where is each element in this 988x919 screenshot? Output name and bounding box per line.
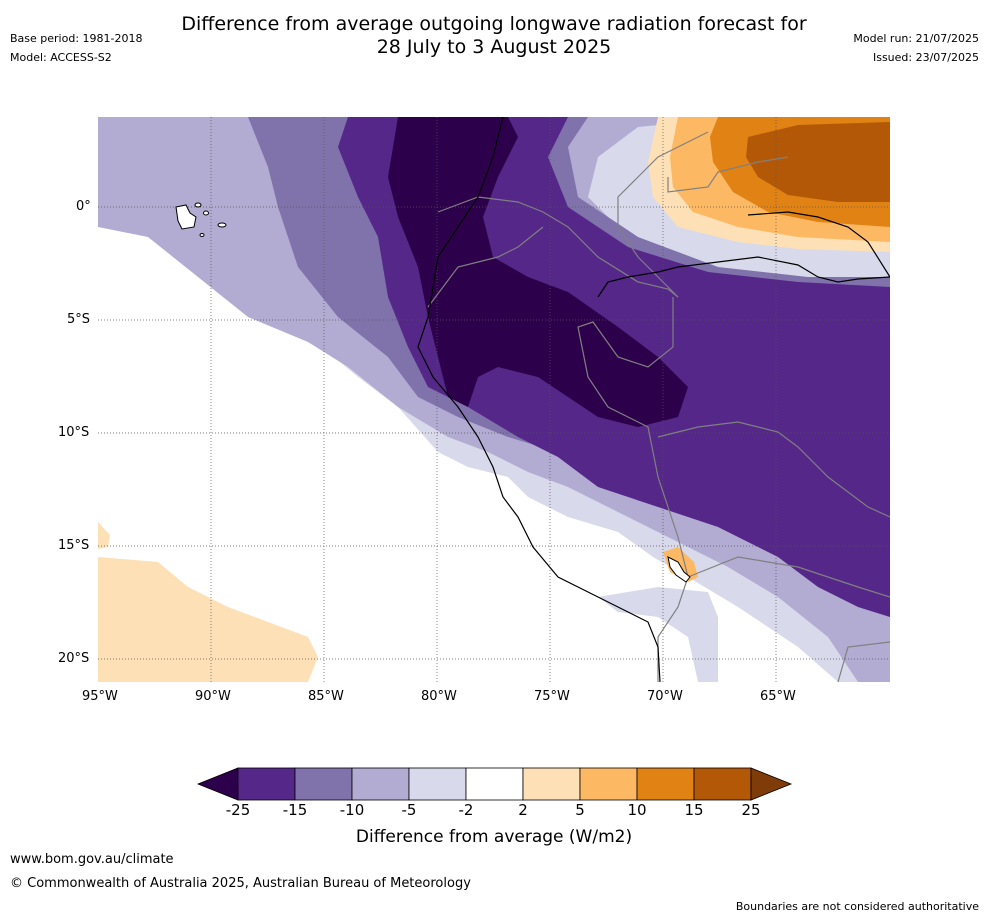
- colorbar-segment: [636, 767, 695, 801]
- footer-url[interactable]: www.bom.gov.au/climate: [10, 852, 174, 867]
- colorbar-tick-label: -2: [458, 801, 474, 819]
- lon-label: 75°W: [534, 689, 570, 704]
- lon-label: 85°W: [308, 689, 344, 704]
- colorbar-segment: [294, 767, 353, 801]
- olr-anomaly-map: [98, 117, 890, 682]
- colorbar-segment: [237, 767, 296, 801]
- national-borders: [427, 131, 890, 682]
- contour-sw-warm: [98, 557, 318, 682]
- colorbar-segment: [693, 767, 752, 801]
- colorbar-extend-high: [750, 767, 793, 801]
- lake-titicaca: [667, 556, 691, 583]
- lat-label: 10°S: [58, 425, 90, 440]
- colorbar-segment: [408, 767, 467, 801]
- coastline: [417, 117, 890, 682]
- colorbar-tick-label: 5: [575, 801, 585, 819]
- page-title: Difference from average outgoing longwav…: [0, 13, 988, 59]
- contour-lavender-south: [598, 587, 718, 682]
- colorbar-title: Difference from average (W/m2): [355, 827, 633, 847]
- map-gridlines: [98, 117, 890, 682]
- colorbar-tick-label: 15: [684, 801, 704, 819]
- lat-label: 0°: [76, 199, 91, 214]
- colorbar-tick-label: 2: [518, 801, 528, 819]
- colorbar: [196, 767, 793, 801]
- colorbar-segments: [196, 767, 793, 801]
- lat-label: 5°S: [67, 312, 91, 327]
- base-period: Base period: 1981-2018: [10, 32, 143, 45]
- model-name: Model: ACCESS-S2: [10, 51, 112, 64]
- lon-label: 80°W: [421, 689, 457, 704]
- colorbar-tick-label: 25: [741, 801, 761, 819]
- title-line-1: Difference from average outgoing longwav…: [181, 13, 807, 35]
- colorbar-extend-low: [196, 767, 239, 801]
- footer-copyright: © Commonwealth of Australia 2025, Austra…: [10, 876, 471, 891]
- contour-titicaca-warm: [663, 547, 698, 582]
- contour-dark-orange: [746, 122, 890, 202]
- contour-sw-warm-small: [98, 522, 110, 549]
- lon-label: 70°W: [647, 689, 683, 704]
- footer-disclaimer: Boundaries are not considered authoritat…: [735, 900, 979, 913]
- colorbar-segment: [351, 767, 410, 801]
- colorbar-tick-label: -10: [339, 801, 365, 819]
- colorbar-tick-label: -5: [401, 801, 417, 819]
- colorbar-segment: [522, 767, 581, 801]
- colorbar-tick-label: -25: [225, 801, 251, 819]
- lat-label: 15°S: [58, 538, 90, 553]
- lon-label: 90°W: [195, 689, 231, 704]
- lon-label: 95°W: [82, 689, 118, 704]
- galapagos-islands: [175, 202, 227, 237]
- model-run: Model run: 21/07/2025: [853, 32, 979, 45]
- colorbar-tick-label: -15: [282, 801, 308, 819]
- colorbar-segment: [579, 767, 638, 801]
- colorbar-tick-label: 10: [627, 801, 647, 819]
- lon-label: 65°W: [760, 689, 796, 704]
- title-line-2: 28 July to 3 August 2025: [376, 36, 612, 58]
- issued-date: Issued: 23/07/2025: [872, 51, 979, 64]
- colorbar-segment: [465, 767, 524, 801]
- lat-label: 20°S: [58, 651, 90, 666]
